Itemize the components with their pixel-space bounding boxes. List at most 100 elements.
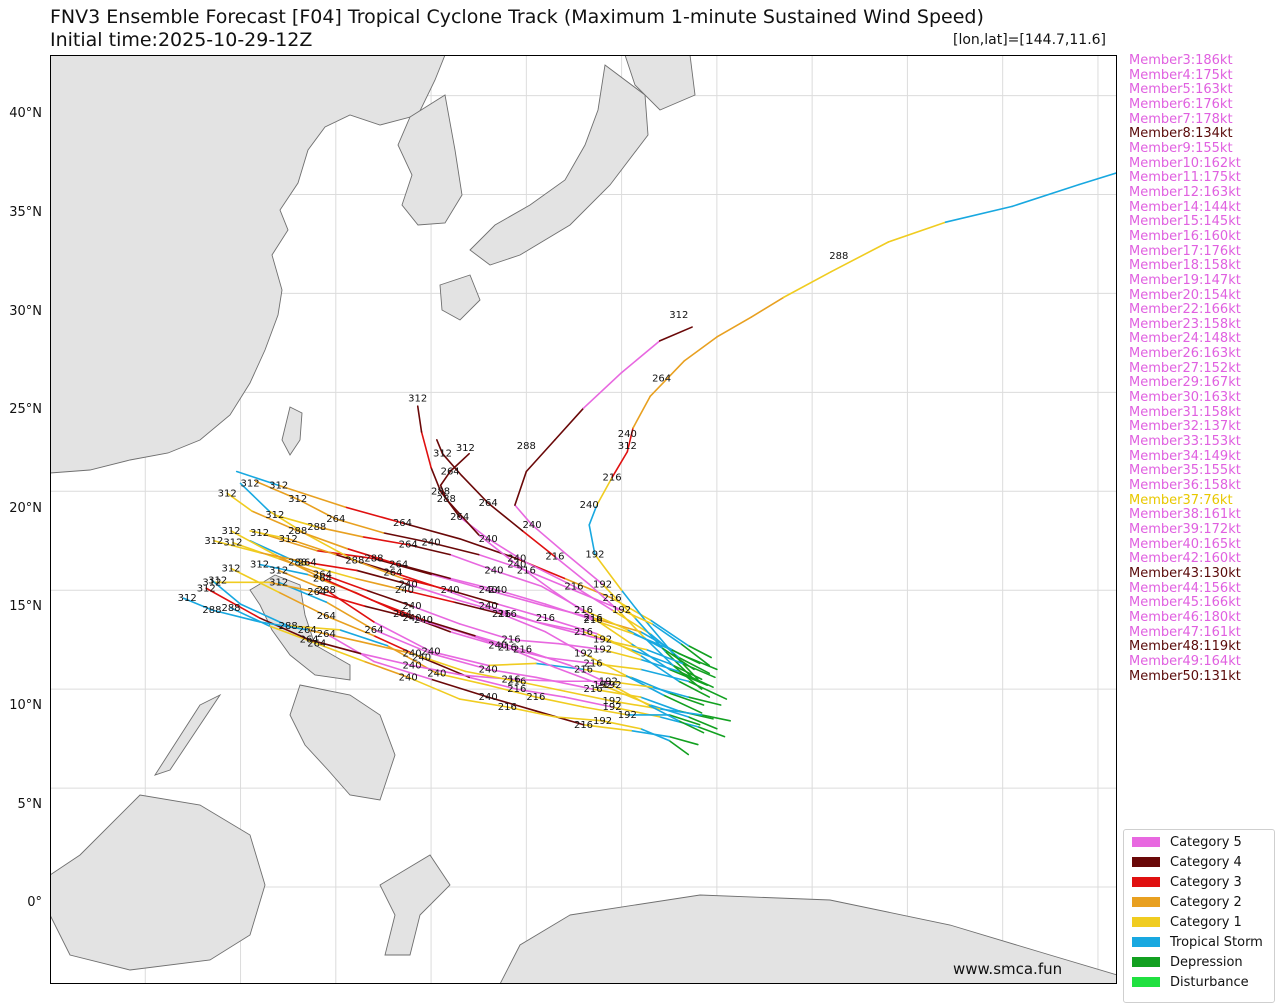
track-segment <box>230 530 276 556</box>
track-segment <box>321 577 373 601</box>
track-segment <box>620 609 653 625</box>
track-segment <box>205 587 261 619</box>
track-segment <box>306 561 358 572</box>
track-segment <box>668 735 699 746</box>
forecast-hour-label: 216 <box>574 664 593 675</box>
track-segment <box>677 670 714 688</box>
member-entry: Member39:172kt <box>1129 522 1241 537</box>
land-masses <box>50 55 1117 984</box>
track-segment <box>456 599 509 615</box>
forecast-hour-label: 288 <box>364 554 383 565</box>
track-segment <box>277 569 328 592</box>
member-entry: Member33:153kt <box>1129 434 1241 450</box>
track-segment <box>430 678 490 698</box>
member-entry: Member20:154kt <box>1129 287 1241 303</box>
track-segment <box>258 532 318 552</box>
forecast-hour-label: 264 <box>317 611 336 622</box>
track-segment <box>582 609 629 631</box>
forecast-hour-label: 240 <box>399 579 418 590</box>
track-segment <box>458 516 490 540</box>
forecast-hour-label: 240 <box>427 668 446 679</box>
track-segment <box>582 668 632 679</box>
track-segment <box>535 676 594 690</box>
member-entry: Member7:178kt <box>1129 111 1233 127</box>
track-segment <box>630 729 671 738</box>
forecast-hour-label: 192 <box>618 710 637 721</box>
forecast-hour-label: 264 <box>393 518 412 529</box>
forecast-hour-label: 312 <box>250 528 269 539</box>
legend-label: Category 5 <box>1170 834 1242 850</box>
member-entry: Member49:164kt <box>1129 653 1241 669</box>
forecast-hour-label: 216 <box>507 684 526 695</box>
track-segment <box>510 678 562 683</box>
track-segment <box>639 654 680 683</box>
track-segment <box>592 662 642 671</box>
member-entry: Member6:176kt <box>1129 96 1233 112</box>
track-segment <box>458 630 509 649</box>
forecast-hour-label: 216 <box>583 613 602 624</box>
track-segment <box>677 720 705 734</box>
track-segment <box>487 537 528 564</box>
member-entry: Member18:158kt <box>1129 258 1241 274</box>
track-segment <box>554 716 604 722</box>
forecast-hour-label: 264 <box>313 573 332 584</box>
taiwan <box>281 406 303 456</box>
track-segment <box>445 498 480 536</box>
track-segment <box>268 581 318 594</box>
track-segment <box>420 431 432 469</box>
track-segment <box>411 605 461 625</box>
track-segment <box>274 553 324 580</box>
track-segment <box>355 569 410 586</box>
track-segment <box>430 652 490 671</box>
track-segment <box>601 638 648 651</box>
track-segment <box>258 621 309 631</box>
track-segment <box>296 530 349 550</box>
forecast-hour-label: 240 <box>399 672 418 683</box>
track-segment <box>658 708 703 716</box>
track-segment <box>544 656 594 665</box>
forecast-hour-label: 240 <box>523 520 542 531</box>
track-segment <box>287 625 341 631</box>
track-segment <box>411 652 467 673</box>
forecast-hour-label: 216 <box>502 674 521 685</box>
lat-tick-label: 5°N <box>17 797 43 812</box>
forecast-hour-label: 288 <box>202 605 221 616</box>
track-segment <box>645 648 684 665</box>
track-segment <box>516 688 566 698</box>
forecast-hour-label: 240 <box>507 560 526 571</box>
track-segment <box>658 716 699 728</box>
track-segment <box>422 619 476 637</box>
track-segment <box>416 405 423 433</box>
forecast-hour-label: 312 <box>456 443 475 454</box>
member-entry: Member46:180kt <box>1129 609 1241 625</box>
forecast-hour-label: 240 <box>402 660 421 671</box>
track-segment <box>258 617 310 641</box>
track-segment <box>514 470 528 506</box>
track-segment <box>435 672 490 687</box>
legend-swatch <box>1132 937 1160 947</box>
track-segment <box>677 680 711 698</box>
track-segment <box>582 652 627 677</box>
track-segment <box>544 630 585 655</box>
track-segment <box>338 629 389 647</box>
track-segment <box>487 662 537 667</box>
forecast-hour-label: 264 <box>450 512 469 523</box>
forecast-hour-label: 240 <box>414 615 433 626</box>
track-segment <box>662 694 703 714</box>
forecast-hour-label: 240 <box>412 653 431 664</box>
track-segment <box>401 577 451 592</box>
track-segment <box>700 714 732 722</box>
track-segment <box>487 668 537 679</box>
forecast-hour-label: 240 <box>479 664 498 675</box>
forecast-hour-label: 240 <box>618 429 637 440</box>
track-segment <box>944 205 1014 224</box>
track-segment <box>632 395 651 429</box>
track-segment <box>449 553 495 572</box>
track-segment <box>321 573 368 592</box>
forecast-hour-label: 240 <box>395 585 414 596</box>
track-segment <box>325 601 375 631</box>
track-segment <box>514 504 533 526</box>
track-segment <box>296 561 356 580</box>
forecast-hour-label: 216 <box>536 613 555 624</box>
track-segment <box>531 524 566 554</box>
